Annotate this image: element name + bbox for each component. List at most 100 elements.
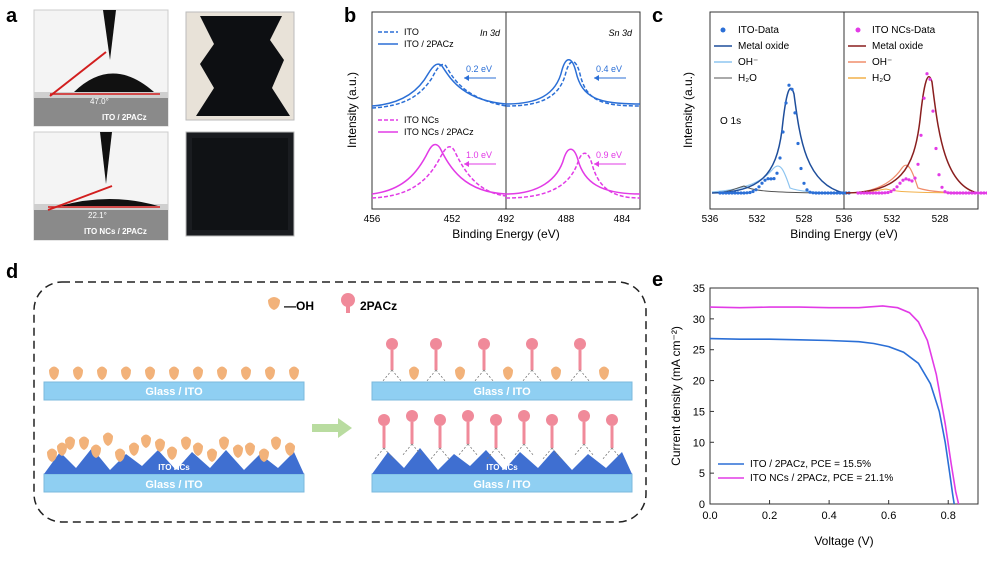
data-point <box>982 191 986 195</box>
pacz-bond <box>439 447 451 461</box>
data-point <box>958 191 962 195</box>
jv-ytick-label: 20 <box>693 376 705 388</box>
legend-oh-marker <box>268 297 280 310</box>
data-point <box>892 188 896 192</box>
data-point <box>886 190 890 195</box>
oh-group <box>285 442 295 456</box>
oh-group <box>167 446 177 460</box>
oh-group <box>91 444 101 458</box>
pacz-bond <box>611 447 623 461</box>
data-point <box>889 189 893 194</box>
jv-xtick-label: 0.8 <box>941 510 956 522</box>
data-point <box>934 146 938 151</box>
fit-c-metal-left <box>711 87 845 194</box>
pacz-bond <box>495 447 507 461</box>
oh-group <box>115 448 125 462</box>
oh-group <box>551 366 561 380</box>
panel-b-xlabel: Binding Energy (eV) <box>452 227 559 241</box>
oh-group <box>49 366 59 380</box>
oh-group <box>271 436 281 450</box>
data-point <box>865 191 869 195</box>
oh-group <box>129 442 139 456</box>
data-point <box>952 191 956 195</box>
pacz-groups-right-top <box>381 338 609 383</box>
legend-2pacz: 2PACz <box>360 299 397 313</box>
panel-a: 47.0° ITO / 2PACz 22.1° ITO NCs / 2PACz <box>33 9 295 241</box>
jv-ytick-label: 15 <box>693 406 705 418</box>
data-point <box>736 191 740 195</box>
jv-series <box>709 305 960 505</box>
shift-arrowhead-sn-bottom <box>594 161 599 167</box>
data-point <box>742 191 746 195</box>
oh-group <box>455 366 465 380</box>
oh-group <box>73 366 83 380</box>
pacz-bond <box>391 369 403 383</box>
jv-series-line-1 <box>709 305 960 505</box>
data-point <box>940 185 944 189</box>
pacz-bond <box>429 447 441 461</box>
data-point <box>877 191 881 195</box>
oh-groups-left-top <box>49 366 299 380</box>
oh-group <box>503 366 513 380</box>
tick-c-536a: 536 <box>702 214 719 225</box>
panel-b-ylabel: Intensity (a.u.) <box>345 72 359 148</box>
oh-group <box>217 366 227 380</box>
data-point <box>964 191 968 195</box>
pacz-head <box>386 338 398 350</box>
data-point <box>751 189 755 194</box>
data-c-itonc-dots <box>856 72 987 195</box>
pacz-bond <box>435 369 447 383</box>
data-point <box>838 191 842 195</box>
ito-ncs-label-2: ITO NCs <box>486 463 518 472</box>
oh-group <box>289 366 299 380</box>
oh-group <box>193 442 203 456</box>
tick-b-488: 488 <box>558 214 575 225</box>
fit-c-oh-left <box>711 165 845 194</box>
film-photo-top <box>185 11 295 121</box>
data-point <box>760 181 764 185</box>
panel-label-d: d <box>6 261 18 283</box>
pacz-head <box>490 414 502 426</box>
legend-c-itonc-data-marker <box>855 27 861 33</box>
shift-in-top: 0.2 eV <box>466 64 492 74</box>
data-point <box>730 191 734 195</box>
pacz-head <box>574 338 586 350</box>
shift-sn-bottom: 0.9 eV <box>596 150 622 160</box>
pacz-head <box>518 410 530 422</box>
pacz-bond <box>569 369 581 383</box>
curve-sn-ito-2pacz <box>505 59 641 105</box>
oh-group <box>241 366 251 380</box>
oh-group <box>47 448 57 462</box>
data-point <box>724 191 728 195</box>
legend-2pacz-marker <box>341 293 355 313</box>
oh-group <box>265 366 275 380</box>
data-point <box>898 181 902 185</box>
legend-c-oh-a: OH⁻ <box>738 57 758 68</box>
glass-ito-label-1: Glass / ITO <box>145 386 203 398</box>
data-point <box>808 190 812 194</box>
oh-group <box>121 366 131 380</box>
jv-series-line-0 <box>709 337 955 505</box>
tick-b-452: 452 <box>444 214 461 225</box>
data-point <box>814 191 818 195</box>
panel-c-ylabel: Intensity (a.u.) <box>681 72 695 148</box>
pacz-groups-right-bottom <box>373 410 623 461</box>
oh-group <box>245 442 255 456</box>
oh-group <box>259 448 269 462</box>
data-point <box>820 191 824 195</box>
data-point <box>823 191 827 195</box>
legend-b-ito: ITO <box>404 27 419 37</box>
data-point <box>829 191 833 195</box>
jv-xtick-label: 0.6 <box>881 510 896 522</box>
data-point <box>976 191 980 195</box>
jv-ytick-label: 5 <box>699 468 705 480</box>
pacz-bond <box>523 443 535 457</box>
ito-ncs-label-1: ITO NCs <box>158 463 190 472</box>
oh-group <box>65 436 75 450</box>
glass-ito-label-2: Glass / ITO <box>145 479 203 491</box>
data-point <box>832 191 836 195</box>
data-point <box>979 191 983 195</box>
oh-group <box>103 432 113 446</box>
data-point <box>862 191 866 195</box>
pacz-bond <box>551 447 563 461</box>
